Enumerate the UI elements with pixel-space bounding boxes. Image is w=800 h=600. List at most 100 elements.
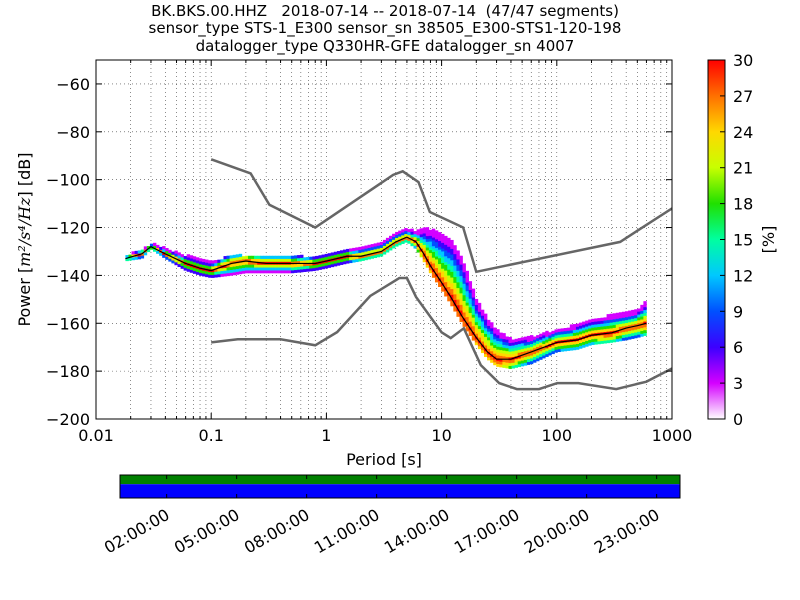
heatmap-cell (450, 239, 454, 244)
heatmap-cell (321, 263, 325, 267)
heatmap-cell (431, 228, 436, 232)
heatmap-cell (422, 247, 427, 251)
x-tick-label: 0.01 (78, 426, 114, 445)
heatmap-cell (456, 276, 460, 280)
heatmap-cell (487, 319, 491, 324)
heatmap-cell (293, 266, 298, 271)
heatmap-cell (643, 315, 647, 319)
heatmap-cell (327, 253, 332, 257)
heatmap-cell (456, 293, 460, 297)
heatmap-cell (447, 257, 451, 262)
heatmap-cell (609, 313, 614, 317)
heatmap-cell (634, 323, 638, 327)
heatmap-cell (631, 330, 635, 334)
heatmap-cell (223, 256, 227, 260)
heatmap-cell (606, 319, 610, 324)
heatmap-cell (582, 321, 586, 325)
heatmap-cell (566, 327, 571, 331)
heatmap-cell (603, 340, 607, 344)
heatmap-cell (628, 333, 632, 337)
heatmap-cell (624, 319, 629, 324)
heatmap-cell (205, 259, 209, 263)
heatmap-cell (208, 263, 212, 267)
heatmap-cell (425, 247, 430, 251)
heatmap-cell (456, 305, 460, 309)
heatmap-cell (422, 250, 427, 254)
heatmap-cell (551, 336, 555, 340)
heatmap-cell (572, 344, 577, 348)
heatmap-cell (520, 363, 525, 367)
heatmap-cell (462, 294, 466, 299)
heatmap-cell (355, 250, 359, 254)
heatmap-cell (560, 345, 564, 349)
heatmap-cell (591, 341, 595, 345)
heatmap-cell (542, 343, 546, 347)
heatmap-cell (637, 320, 641, 324)
heatmap-cell (434, 233, 439, 237)
heatmap-cell (361, 246, 365, 250)
heatmap-cell (554, 349, 558, 353)
heatmap-cell (441, 248, 445, 252)
heatmap-cell (468, 281, 473, 285)
heatmap-cell (300, 254, 304, 258)
heatmap-cell (542, 332, 546, 336)
heatmap-cell (425, 235, 430, 239)
heatmap-cell (563, 342, 568, 346)
heatmap-cell (456, 273, 460, 277)
heatmap-cell (220, 262, 224, 266)
heatmap-cell (468, 321, 473, 325)
heatmap-cell (621, 317, 626, 321)
heatmap-cell (465, 290, 469, 295)
heatmap-cell (349, 259, 353, 264)
heatmap-cell (444, 290, 448, 294)
heatmap-cell (582, 333, 586, 337)
heatmap-cell (499, 338, 503, 342)
heatmap-cell (493, 359, 497, 363)
heatmap-cell (177, 258, 181, 262)
heatmap-cell (600, 340, 604, 344)
heatmap-cell (634, 314, 638, 319)
heatmap-cell (208, 260, 212, 264)
heatmap-cell (471, 314, 476, 318)
heatmap-cell (496, 360, 500, 364)
heatmap-cell (434, 264, 439, 269)
heatmap-cell (297, 257, 301, 262)
heatmap-cell (526, 361, 531, 365)
heatmap-cell (192, 262, 197, 266)
heatmap-cell (591, 338, 595, 343)
heatmap-cell (401, 237, 405, 242)
colorbar-tick-label: 3 (733, 374, 743, 393)
heatmap-cell (468, 304, 473, 308)
heatmap-cell (572, 329, 577, 333)
heatmap-cell (508, 362, 512, 367)
heatmap-cell (434, 270, 439, 274)
heatmap-cell (529, 358, 534, 362)
heatmap-cell (624, 337, 629, 341)
heatmap-cell (456, 282, 460, 286)
heatmap-cell (177, 260, 181, 265)
heatmap-cell (480, 326, 485, 331)
heatmap-cell (465, 302, 469, 306)
heatmap-cell (293, 269, 298, 273)
heatmap-cell (612, 316, 617, 320)
heatmap-cell (582, 324, 586, 328)
heatmap-cell (569, 330, 574, 334)
heatmap-cell (560, 331, 564, 335)
heatmap-cell (480, 321, 485, 325)
heatmap-cell (631, 318, 635, 322)
heatmap-cell (438, 255, 442, 259)
heatmap-cell (468, 289, 473, 293)
heatmap-cell (278, 267, 283, 271)
heatmap-cell (600, 323, 604, 327)
heatmap-cell (318, 255, 322, 259)
timeline-tick-label: 11:00:00 (311, 505, 383, 557)
heatmap-cell (634, 326, 638, 330)
heatmap-cell (257, 258, 261, 262)
heatmap-cell (275, 267, 279, 271)
heatmap-cell (364, 254, 368, 258)
heatmap-cell (643, 306, 647, 311)
heatmap-cell (643, 327, 647, 331)
heatmap-cell (241, 259, 246, 263)
heatmap-cell (131, 257, 135, 261)
heatmap-cell (474, 333, 479, 337)
